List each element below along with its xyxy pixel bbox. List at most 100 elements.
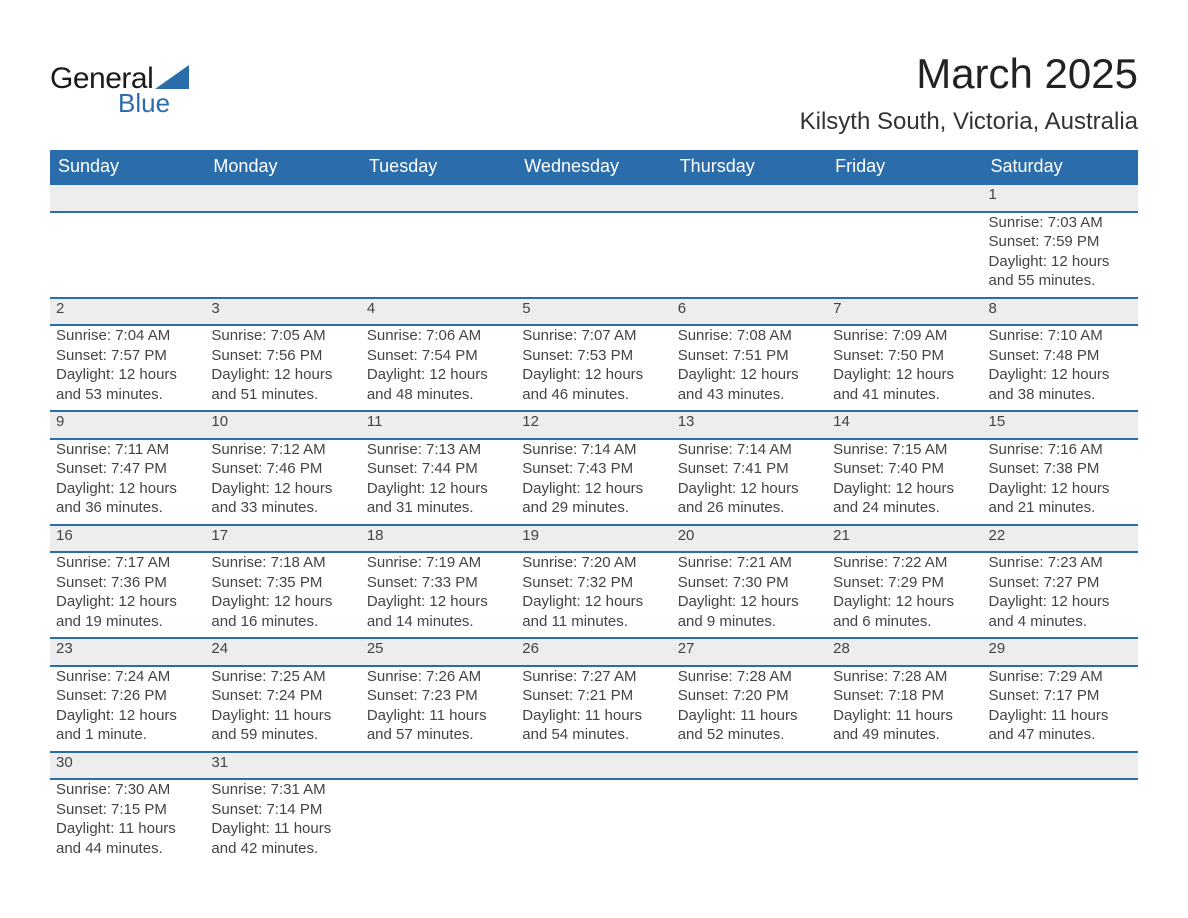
sunset-text: Sunset: 7:36 PM xyxy=(56,573,199,593)
daylight-text: Daylight: 11 hours and 59 minutes. xyxy=(211,706,354,745)
day-number-row: 16171819202122 xyxy=(50,525,1138,553)
daylight-text: Daylight: 11 hours and 52 minutes. xyxy=(678,706,821,745)
sunrise-text: Sunrise: 7:19 AM xyxy=(367,553,510,573)
day-cell: Sunrise: 7:12 AMSunset: 7:46 PMDaylight:… xyxy=(205,439,360,525)
empty-cell xyxy=(205,212,360,298)
sunrise-text: Sunrise: 7:29 AM xyxy=(989,667,1132,687)
daylight-text: Daylight: 12 hours and 4 minutes. xyxy=(989,592,1132,631)
empty-cell xyxy=(361,184,516,212)
daylight-text: Daylight: 12 hours and 43 minutes. xyxy=(678,365,821,404)
weekday-header: Monday xyxy=(205,150,360,184)
day-number-row: 23242526272829 xyxy=(50,638,1138,666)
empty-cell xyxy=(516,184,671,212)
sunrise-text: Sunrise: 7:24 AM xyxy=(56,667,199,687)
day-number: 20 xyxy=(672,525,827,553)
sunrise-text: Sunrise: 7:23 AM xyxy=(989,553,1132,573)
day-number: 15 xyxy=(983,411,1138,439)
daylight-text: Daylight: 12 hours and 6 minutes. xyxy=(833,592,976,631)
sunrise-text: Sunrise: 7:04 AM xyxy=(56,326,199,346)
daylight-text: Daylight: 12 hours and 21 minutes. xyxy=(989,479,1132,518)
sunrise-text: Sunrise: 7:15 AM xyxy=(833,440,976,460)
day-cell: Sunrise: 7:30 AMSunset: 7:15 PMDaylight:… xyxy=(50,779,205,864)
day-cell: Sunrise: 7:20 AMSunset: 7:32 PMDaylight:… xyxy=(516,552,671,638)
empty-cell xyxy=(983,752,1138,780)
empty-cell xyxy=(672,779,827,864)
sunrise-text: Sunrise: 7:26 AM xyxy=(367,667,510,687)
header-row: General Blue March 2025 Kilsyth South, V… xyxy=(50,50,1138,136)
empty-cell xyxy=(205,184,360,212)
day-cell: Sunrise: 7:08 AMSunset: 7:51 PMDaylight:… xyxy=(672,325,827,411)
day-number-row: 3031 xyxy=(50,752,1138,780)
sunset-text: Sunset: 7:29 PM xyxy=(833,573,976,593)
sunset-text: Sunset: 7:44 PM xyxy=(367,459,510,479)
day-cell: Sunrise: 7:22 AMSunset: 7:29 PMDaylight:… xyxy=(827,552,982,638)
day-number: 19 xyxy=(516,525,671,553)
daylight-text: Daylight: 12 hours and 41 minutes. xyxy=(833,365,976,404)
day-number: 16 xyxy=(50,525,205,553)
daylight-text: Daylight: 12 hours and 29 minutes. xyxy=(522,479,665,518)
empty-cell xyxy=(672,184,827,212)
day-cell: Sunrise: 7:13 AMSunset: 7:44 PMDaylight:… xyxy=(361,439,516,525)
sunset-text: Sunset: 7:24 PM xyxy=(211,686,354,706)
day-cell: Sunrise: 7:10 AMSunset: 7:48 PMDaylight:… xyxy=(983,325,1138,411)
day-number: 14 xyxy=(827,411,982,439)
day-cell: Sunrise: 7:06 AMSunset: 7:54 PMDaylight:… xyxy=(361,325,516,411)
day-number: 22 xyxy=(983,525,1138,553)
sunset-text: Sunset: 7:46 PM xyxy=(211,459,354,479)
sunrise-text: Sunrise: 7:31 AM xyxy=(211,780,354,800)
day-number: 5 xyxy=(516,298,671,326)
empty-cell xyxy=(827,779,982,864)
day-cell: Sunrise: 7:28 AMSunset: 7:20 PMDaylight:… xyxy=(672,666,827,752)
sunset-text: Sunset: 7:53 PM xyxy=(522,346,665,366)
day-number: 23 xyxy=(50,638,205,666)
sunset-text: Sunset: 7:50 PM xyxy=(833,346,976,366)
calendar-table: Sunday Monday Tuesday Wednesday Thursday… xyxy=(50,150,1138,864)
day-number: 21 xyxy=(827,525,982,553)
sunset-text: Sunset: 7:32 PM xyxy=(522,573,665,593)
sunrise-text: Sunrise: 7:16 AM xyxy=(989,440,1132,460)
sunrise-text: Sunrise: 7:28 AM xyxy=(678,667,821,687)
sunrise-text: Sunrise: 7:21 AM xyxy=(678,553,821,573)
sunset-text: Sunset: 7:33 PM xyxy=(367,573,510,593)
day-cell: Sunrise: 7:28 AMSunset: 7:18 PMDaylight:… xyxy=(827,666,982,752)
day-number: 18 xyxy=(361,525,516,553)
weekday-header-row: Sunday Monday Tuesday Wednesday Thursday… xyxy=(50,150,1138,184)
daylight-text: Daylight: 12 hours and 9 minutes. xyxy=(678,592,821,631)
daylight-text: Daylight: 12 hours and 31 minutes. xyxy=(367,479,510,518)
day-number-row: 1 xyxy=(50,184,1138,212)
empty-cell xyxy=(361,212,516,298)
weekday-header: Wednesday xyxy=(516,150,671,184)
daylight-text: Daylight: 11 hours and 44 minutes. xyxy=(56,819,199,858)
sunrise-text: Sunrise: 7:20 AM xyxy=(522,553,665,573)
day-detail-row: Sunrise: 7:24 AMSunset: 7:26 PMDaylight:… xyxy=(50,666,1138,752)
day-number: 30 xyxy=(50,752,205,780)
daylight-text: Daylight: 12 hours and 48 minutes. xyxy=(367,365,510,404)
weekday-header: Tuesday xyxy=(361,150,516,184)
day-number: 17 xyxy=(205,525,360,553)
sunrise-text: Sunrise: 7:05 AM xyxy=(211,326,354,346)
empty-cell xyxy=(361,779,516,864)
sunset-text: Sunset: 7:43 PM xyxy=(522,459,665,479)
day-cell: Sunrise: 7:17 AMSunset: 7:36 PMDaylight:… xyxy=(50,552,205,638)
day-cell: Sunrise: 7:14 AMSunset: 7:41 PMDaylight:… xyxy=(672,439,827,525)
sunrise-text: Sunrise: 7:22 AM xyxy=(833,553,976,573)
sunrise-text: Sunrise: 7:08 AM xyxy=(678,326,821,346)
sunrise-text: Sunrise: 7:17 AM xyxy=(56,553,199,573)
day-number: 26 xyxy=(516,638,671,666)
daylight-text: Daylight: 12 hours and 53 minutes. xyxy=(56,365,199,404)
day-number: 9 xyxy=(50,411,205,439)
day-number: 8 xyxy=(983,298,1138,326)
empty-cell xyxy=(50,212,205,298)
day-cell: Sunrise: 7:15 AMSunset: 7:40 PMDaylight:… xyxy=(827,439,982,525)
sunset-text: Sunset: 7:57 PM xyxy=(56,346,199,366)
day-cell: Sunrise: 7:19 AMSunset: 7:33 PMDaylight:… xyxy=(361,552,516,638)
daylight-text: Daylight: 12 hours and 33 minutes. xyxy=(211,479,354,518)
sunset-text: Sunset: 7:30 PM xyxy=(678,573,821,593)
daylight-text: Daylight: 11 hours and 47 minutes. xyxy=(989,706,1132,745)
daylight-text: Daylight: 12 hours and 24 minutes. xyxy=(833,479,976,518)
day-number: 29 xyxy=(983,638,1138,666)
daylight-text: Daylight: 12 hours and 26 minutes. xyxy=(678,479,821,518)
empty-cell xyxy=(827,184,982,212)
sunset-text: Sunset: 7:17 PM xyxy=(989,686,1132,706)
sunrise-text: Sunrise: 7:28 AM xyxy=(833,667,976,687)
